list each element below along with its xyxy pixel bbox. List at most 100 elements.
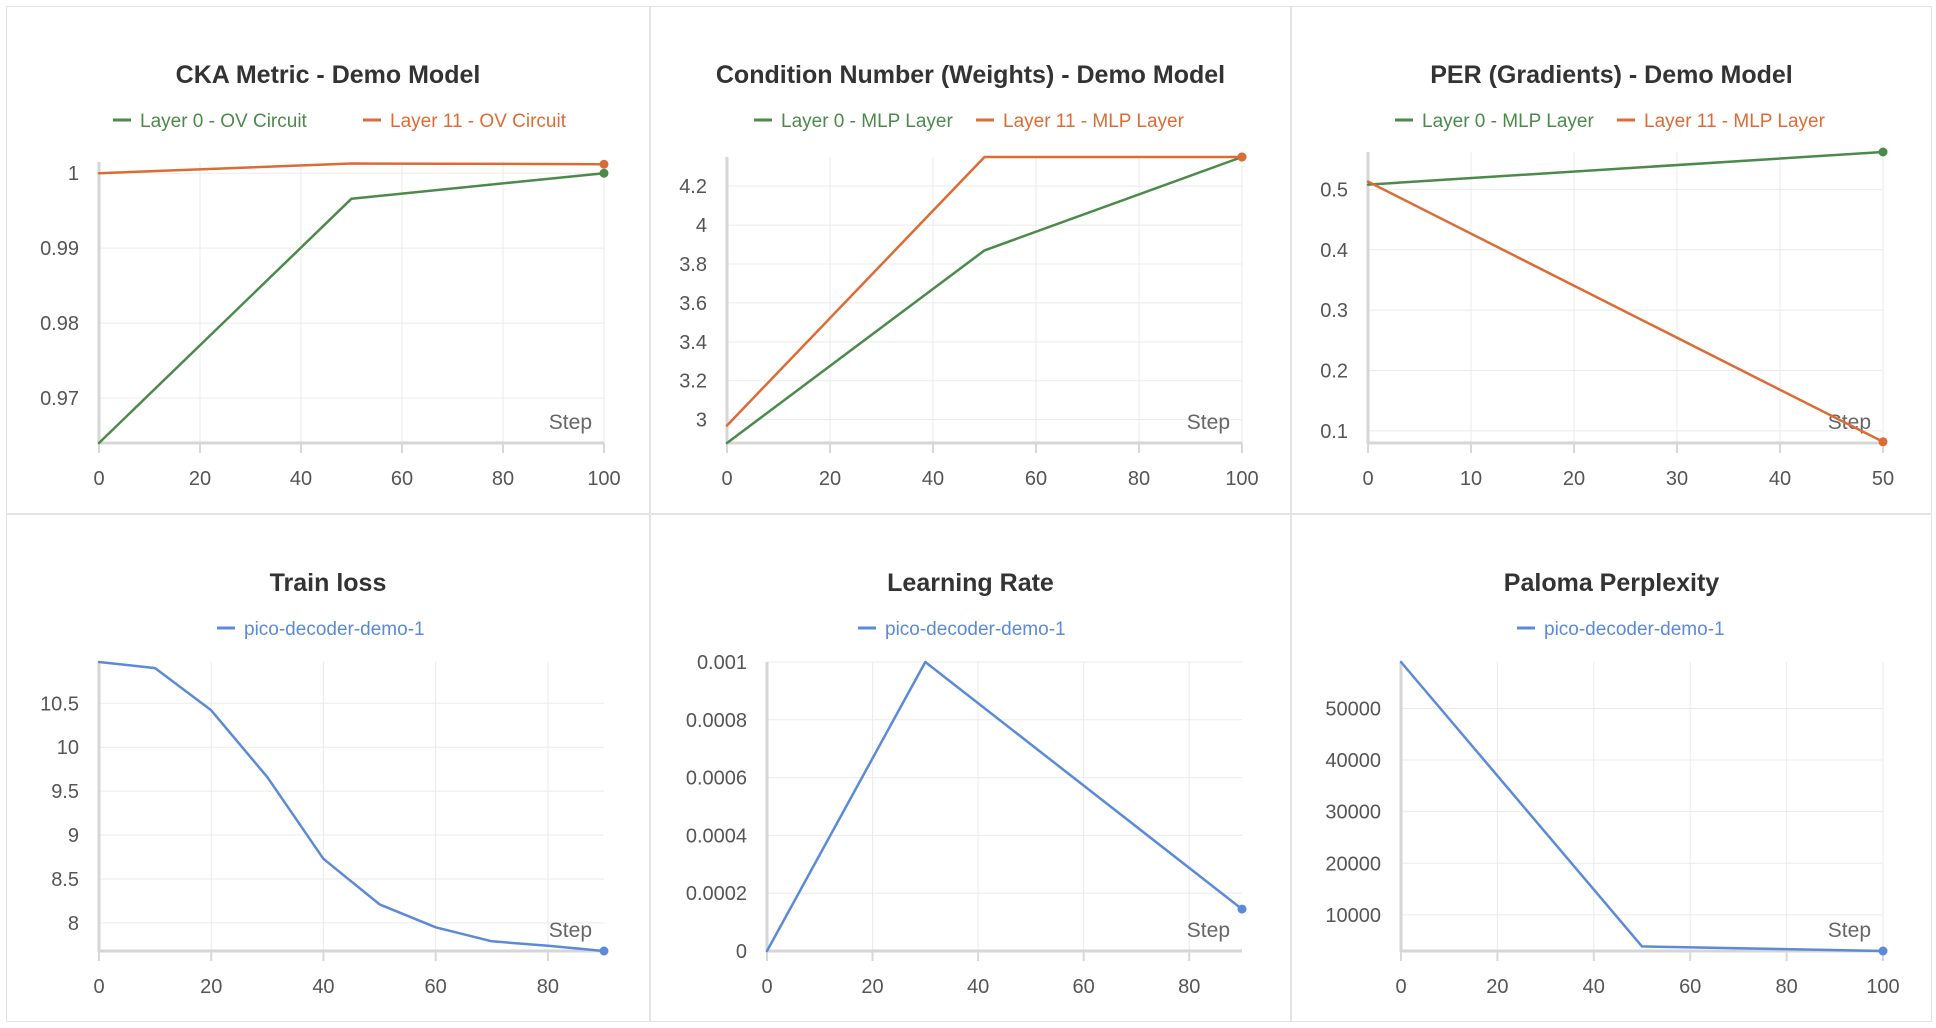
chart-svg: Learning Rate pico-decoder-demo-1 0 0.0002 0… (686, 569, 1247, 998)
chart-svg: Train loss pico-decoder-demo-1 8 8.5 9 9.5 10 1… (40, 569, 609, 998)
y-tick-label: 0.5 (1320, 179, 1348, 201)
legend-label[interactable]: Layer 0 - OV Circuit (140, 111, 308, 132)
series-line[interactable] (97, 162, 606, 175)
chart-title: Learning Rate (887, 569, 1054, 597)
x-tick-label: 60 (1679, 976, 1701, 998)
y-tick-label: 0.0002 (686, 883, 747, 905)
y-tick-label: 20000 (1325, 853, 1381, 875)
y-tick-label: 0.0004 (686, 825, 747, 847)
x-tick-label: 20 (861, 976, 883, 998)
series-line[interactable] (1366, 180, 1885, 444)
x-axis-label: Step (1828, 919, 1871, 942)
x-tick-label: 0 (761, 976, 772, 998)
y-tick-label: 1 (68, 163, 79, 185)
y-tick-label: 0.0008 (686, 710, 747, 732)
series-end-point[interactable] (1237, 904, 1247, 914)
x-tick-label: 100 (1866, 976, 1899, 998)
x-tick-label: 100 (1225, 468, 1258, 490)
y-tick-label: 0.97 (40, 388, 79, 410)
x-tick-label: 20 (1563, 468, 1585, 490)
legend-label[interactable]: pico-decoder-demo-1 (885, 619, 1066, 640)
chart-panel-condition-number: Condition Number (Weights) - Demo Model L… (650, 6, 1291, 514)
legend-label[interactable]: Layer 11 - MLP Layer (1003, 111, 1185, 132)
x-tick-label: 40 (922, 468, 944, 490)
chart-panel-train-loss: Train loss pico-decoder-demo-1 8 8.5 9 9.5 10 1… (6, 514, 650, 1022)
y-tick-label: 30000 (1325, 802, 1381, 824)
x-tick-label: 40 (290, 468, 312, 490)
series-end-point[interactable] (599, 168, 609, 178)
x-tick-label: 10 (1460, 468, 1482, 490)
x-tick-label: 20 (189, 468, 211, 490)
y-tick-label: 8.5 (51, 869, 79, 891)
x-tick-label: 20 (1486, 976, 1508, 998)
legend-label[interactable]: Layer 11 - OV Circuit (390, 111, 567, 132)
series-line[interactable] (97, 171, 606, 445)
legend-label[interactable]: Layer 11 - MLP Layer (1644, 111, 1826, 132)
series-end-point[interactable] (1878, 946, 1888, 956)
y-tick-label: 3 (696, 410, 707, 432)
x-tick-label: 80 (1178, 976, 1200, 998)
x-axis-label: Step (549, 919, 592, 942)
x-tick-label: 50 (1872, 468, 1894, 490)
chart-title: PER (Gradients) - Demo Model (1430, 61, 1793, 89)
x-axis-label: Step (1187, 919, 1230, 942)
series-end-point[interactable] (599, 159, 609, 169)
x-tick-label: 30 (1666, 468, 1688, 490)
y-tick-label: 10000 (1325, 905, 1381, 927)
y-tick-label: 4 (696, 215, 707, 237)
y-tick-label: 0.4 (1320, 240, 1348, 262)
series-end-point[interactable] (1237, 152, 1247, 162)
x-tick-label: 40 (1769, 468, 1791, 490)
series-line[interactable] (1399, 660, 1885, 953)
chart-panel-cka: CKA Metric - Demo Model Layer 0 - OV Circ… (6, 6, 650, 514)
legend-label[interactable]: Layer 0 - MLP Layer (781, 111, 953, 132)
chart-title: CKA Metric - Demo Model (176, 61, 481, 89)
series-line[interactable] (765, 660, 1244, 953)
series-end-point[interactable] (599, 946, 609, 956)
x-axis-label: Step (549, 411, 592, 434)
legend-label[interactable]: Layer 0 - MLP Layer (1422, 111, 1594, 132)
chart-panel-paloma-perplexity: Paloma Perplexity pico-decoder-demo-1 1000… (1291, 514, 1932, 1022)
y-tick-label: 0.3 (1320, 300, 1348, 322)
y-tick-label: 50000 (1325, 698, 1381, 720)
chart-title: Paloma Perplexity (1504, 569, 1719, 597)
x-tick-label: 0 (721, 468, 732, 490)
y-tick-label: 3.4 (679, 332, 707, 354)
y-tick-label: 10 (57, 737, 79, 759)
x-tick-label: 0 (93, 468, 104, 490)
y-tick-label: 3.2 (679, 371, 707, 393)
x-tick-label: 20 (819, 468, 841, 490)
y-tick-label: 9 (68, 825, 79, 847)
x-tick-label: 0 (93, 976, 104, 998)
y-tick-label: 40000 (1325, 750, 1381, 772)
y-tick-label: 0 (736, 941, 747, 963)
x-tick-label: 60 (1025, 468, 1047, 490)
x-tick-label: 80 (1775, 976, 1797, 998)
y-tick-label: 3.6 (679, 293, 707, 315)
x-tick-label: 60 (391, 468, 413, 490)
x-tick-label: 80 (1128, 468, 1150, 490)
y-tick-label: 0.99 (40, 238, 79, 260)
series-line[interactable] (725, 155, 1244, 427)
series-line[interactable] (97, 660, 606, 953)
x-tick-label: 0 (1362, 468, 1373, 490)
chart-svg: Paloma Perplexitypico-decoder-demo-11000… (1325, 569, 1899, 998)
chart-title: Train loss (270, 569, 387, 597)
series-line[interactable] (1366, 150, 1885, 186)
y-tick-label: 0.0006 (686, 768, 747, 790)
series-end-point[interactable] (1878, 437, 1888, 447)
x-tick-label: 40 (967, 976, 989, 998)
series-line[interactable] (725, 155, 1244, 445)
chart-svg: Condition Number (Weights) - Demo Model L… (679, 61, 1259, 490)
x-tick-label: 60 (1073, 976, 1095, 998)
y-tick-label: 3.8 (679, 254, 707, 276)
series-end-point[interactable] (1878, 147, 1888, 157)
x-axis-label: Step (1187, 411, 1230, 434)
chart-svg: PER (Gradients) - Demo Model Layer 0 - ML… (1320, 61, 1894, 490)
x-tick-label: 80 (492, 468, 514, 490)
legend-label[interactable]: pico-decoder-demo-1 (244, 619, 425, 640)
y-tick-label: 0.001 (697, 652, 747, 674)
legend-label[interactable]: pico-decoder-demo-1 (1544, 619, 1725, 640)
x-tick-label: 0 (1395, 976, 1406, 998)
chart-title: Condition Number (Weights) - Demo Model (716, 61, 1225, 89)
